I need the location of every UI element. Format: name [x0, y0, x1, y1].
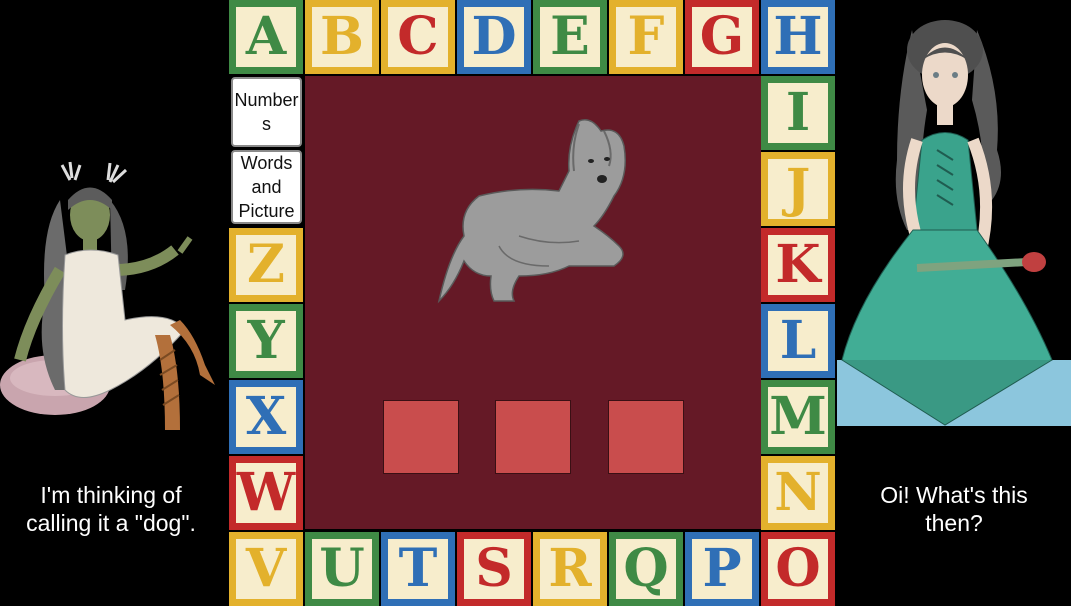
letter-label: F [627, 6, 665, 67]
letter-block-g[interactable]: G [685, 0, 759, 74]
left-character-caption: I'm thinking of calling it a "dog". [0, 481, 222, 537]
letter-block-c[interactable]: C [381, 0, 455, 74]
letter-label: Z [247, 234, 285, 295]
answer-slot-3[interactable] [608, 400, 684, 474]
letter-block-a[interactable]: A [229, 0, 303, 74]
left-caption-line2: calling it a "dog". [26, 510, 196, 536]
letter-label: H [773, 6, 823, 67]
letter-block-q[interactable]: Q [609, 532, 683, 606]
letter-label: W [236, 462, 296, 523]
right-character-image [837, 20, 1071, 426]
letter-label: Y [247, 310, 285, 371]
letter-block-r[interactable]: R [533, 532, 607, 606]
letter-block-m[interactable]: M [761, 380, 835, 454]
letter-label: A [245, 6, 287, 67]
letter-label: X [245, 386, 287, 447]
left-caption-line1: I'm thinking of [40, 482, 182, 508]
letter-label: P [702, 538, 742, 599]
letter-label: D [471, 6, 517, 67]
letter-label: C [397, 6, 439, 67]
letter-label: U [319, 538, 365, 599]
letter-label: O [775, 538, 821, 599]
letter-label: I [785, 82, 811, 143]
letter-label: T [398, 538, 438, 599]
answer-slot-2[interactable] [495, 400, 571, 474]
letter-block-s[interactable]: S [457, 532, 531, 606]
letter-block-n[interactable]: N [761, 456, 835, 530]
letter-label: V [245, 538, 287, 599]
letter-block-x[interactable]: X [229, 380, 303, 454]
letter-label: R [548, 538, 592, 599]
letter-block-u[interactable]: U [305, 532, 379, 606]
letter-label: E [550, 6, 590, 67]
letter-label: B [320, 6, 364, 67]
letter-label: S [475, 538, 513, 599]
letter-block-z[interactable]: Z [229, 228, 303, 302]
letter-block-y[interactable]: Y [229, 304, 303, 378]
left-character-panel: I'm thinking of calling it a "dog". [0, 0, 229, 605]
letter-block-d[interactable]: D [457, 0, 531, 74]
right-character-caption: Oi! What's this then? [837, 481, 1071, 537]
letter-block-o[interactable]: O [761, 532, 835, 606]
letter-block-i[interactable]: I [761, 76, 835, 150]
letter-block-f[interactable]: F [609, 0, 683, 74]
letter-label: M [769, 386, 827, 447]
words-and-picture-button[interactable]: Words and Picture [231, 150, 302, 224]
right-caption-line1: Oi! What's this [880, 482, 1028, 508]
letter-block-j[interactable]: J [761, 152, 835, 226]
letter-block-l[interactable]: L [761, 304, 835, 378]
dog-picture [437, 119, 626, 304]
answer-slot-1[interactable] [383, 400, 459, 474]
letter-label: N [774, 462, 822, 523]
letter-block-e[interactable]: E [533, 0, 607, 74]
letter-block-k[interactable]: K [761, 228, 835, 302]
letter-label: L [779, 310, 817, 371]
center-panel [305, 76, 761, 529]
right-caption-line2: then? [925, 510, 983, 536]
left-character-image [0, 161, 215, 430]
letter-block-b[interactable]: B [305, 0, 379, 74]
letter-label: Q [623, 538, 669, 599]
letter-label: K [775, 234, 821, 295]
letter-block-h[interactable]: H [761, 0, 835, 74]
letter-label: G [699, 6, 745, 67]
numbers-button[interactable]: Numbers [231, 77, 302, 147]
letter-block-p[interactable]: P [685, 532, 759, 606]
letter-block-w[interactable]: W [229, 456, 303, 530]
letter-block-v[interactable]: V [229, 532, 303, 606]
right-character-panel: Oi! What's this then? [837, 0, 1071, 605]
letter-label: J [785, 158, 811, 219]
letter-block-t[interactable]: T [381, 532, 455, 606]
